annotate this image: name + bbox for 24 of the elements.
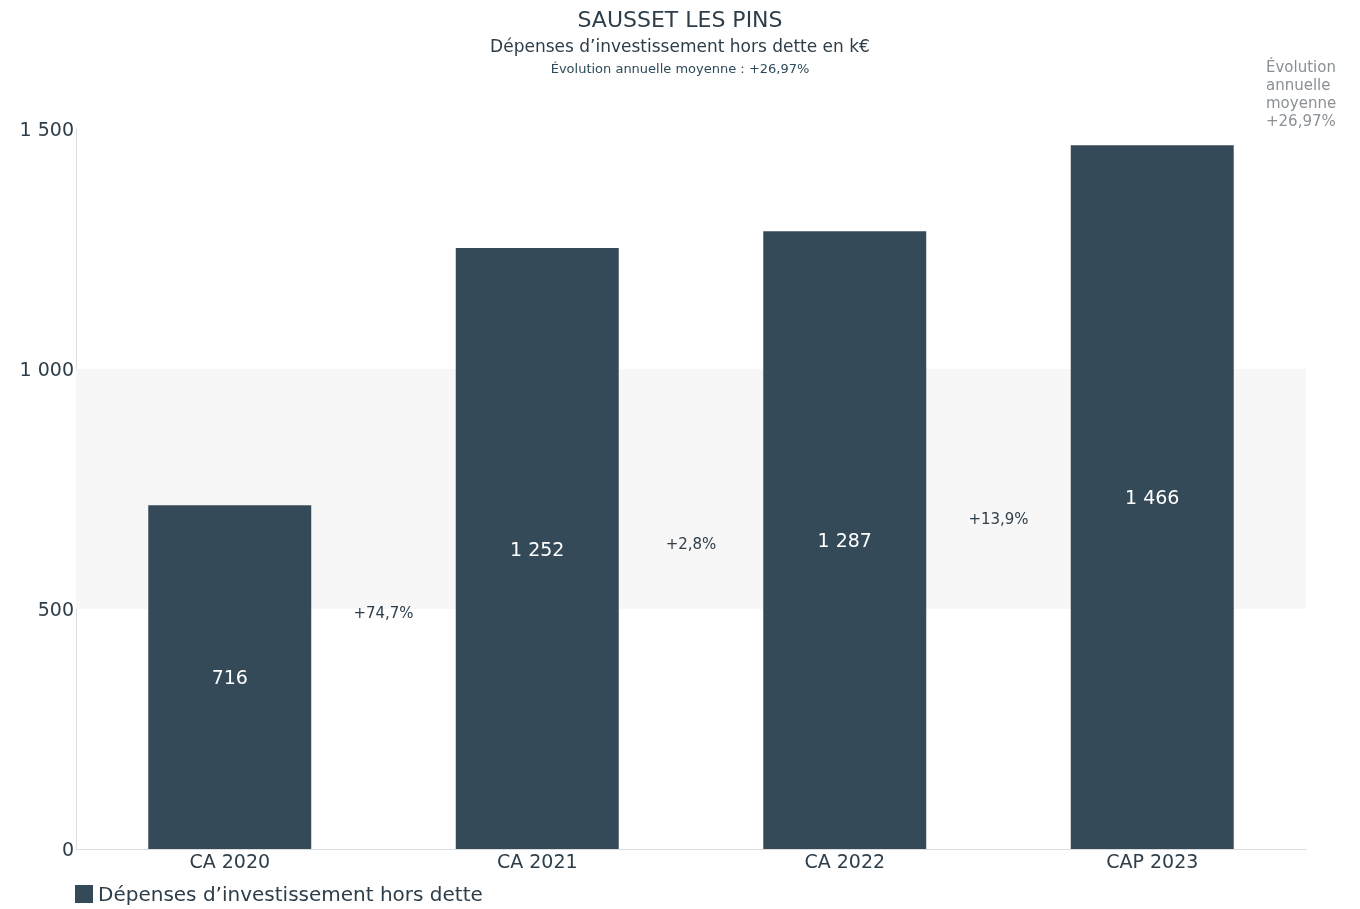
legend-label: Dépenses d’investissement hors dette (98, 882, 483, 906)
annotation: Évolution annuelle moyenne +26,97% (1266, 57, 1341, 130)
text: Évolution annuelle moyenne : +26,97% (550, 61, 810, 76)
data-label: 1 287 (817, 529, 872, 552)
y-tick-label: 500 (37, 598, 74, 620)
x-tick-label: CA 2021 (496, 849, 578, 872)
data-label: 1 466 (1125, 486, 1180, 509)
x-tick-label: CAP 2023 (1106, 849, 1199, 872)
data-label: 1 252 (510, 537, 565, 560)
y-tick-label: 1 500 (19, 118, 74, 140)
annotation: +74,7% (353, 603, 414, 622)
annotation: +13,9% (968, 509, 1029, 528)
bar (763, 231, 927, 849)
x-tick-label: CA 2022 (804, 849, 886, 872)
bar (455, 248, 619, 849)
x-tick-label: CA 2020 (189, 849, 271, 872)
bar (148, 505, 312, 849)
y-tick-label: 1 000 (19, 358, 74, 380)
bar (1070, 145, 1234, 849)
chart-title: SAUSSET LES PINS (577, 6, 783, 32)
chart-subtitle: Dépenses d’investissement hors dette en k€ (490, 35, 870, 56)
annotation: +2,8% (665, 535, 717, 554)
y-tick-label: 0 (61, 838, 74, 860)
data-label: 716 (211, 666, 248, 689)
